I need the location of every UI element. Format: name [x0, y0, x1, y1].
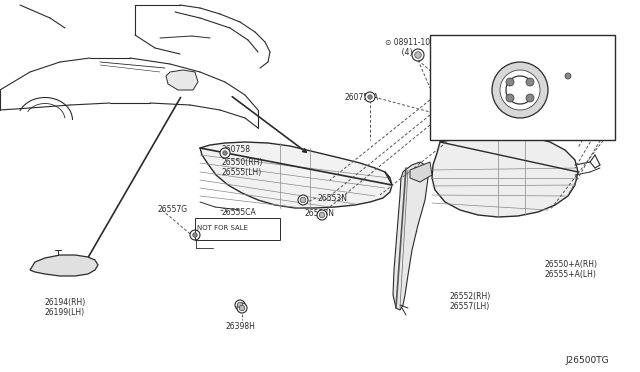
Circle shape [444, 84, 456, 96]
Circle shape [565, 73, 571, 79]
Text: 26553NA: 26553NA [478, 103, 513, 112]
Circle shape [239, 305, 244, 311]
Circle shape [447, 87, 452, 93]
Circle shape [526, 78, 534, 86]
Polygon shape [30, 255, 98, 276]
Circle shape [193, 233, 197, 237]
Text: 26550(RH)
26555(LH): 26550(RH) 26555(LH) [222, 158, 264, 177]
Circle shape [492, 62, 548, 118]
Circle shape [237, 302, 243, 308]
Circle shape [526, 94, 534, 102]
Polygon shape [200, 142, 392, 208]
Polygon shape [410, 162, 432, 182]
Circle shape [298, 195, 308, 205]
FancyBboxPatch shape [430, 35, 615, 140]
Text: 26557G: 26557G [158, 205, 188, 214]
Circle shape [237, 303, 247, 313]
Circle shape [415, 52, 421, 58]
Text: 26553NB
26553NA: 26553NB 26553NA [430, 110, 465, 129]
Text: 26552(RH)
26557(LH): 26552(RH) 26557(LH) [450, 292, 492, 311]
Text: 26194(RH)
26199(LH): 26194(RH) 26199(LH) [44, 298, 86, 317]
Circle shape [300, 197, 306, 203]
Circle shape [368, 95, 372, 99]
Circle shape [220, 148, 230, 158]
Circle shape [444, 104, 456, 116]
Text: 260758A: 260758A [345, 93, 380, 102]
Circle shape [447, 107, 452, 113]
Circle shape [365, 92, 375, 102]
Polygon shape [393, 162, 428, 310]
Circle shape [412, 49, 424, 61]
Text: NOT FOR SALE: NOT FOR SALE [197, 225, 248, 231]
Text: 26550+A(RH)
26555+A(LH): 26550+A(RH) 26555+A(LH) [545, 260, 598, 279]
Text: 26553NC: 26553NC [480, 85, 515, 94]
Circle shape [317, 210, 327, 220]
Text: 26398H: 26398H [225, 322, 255, 331]
Circle shape [457, 123, 467, 133]
Circle shape [506, 94, 514, 102]
Polygon shape [432, 135, 578, 217]
Circle shape [319, 212, 324, 218]
Polygon shape [166, 70, 198, 90]
Circle shape [506, 78, 514, 86]
Text: 26553N: 26553N [318, 194, 348, 203]
Circle shape [460, 126, 464, 130]
Text: ⊙ 08911-10637
       (4): ⊙ 08911-10637 (4) [385, 38, 445, 57]
Text: 26553N: 26553N [305, 209, 335, 218]
Text: 260758: 260758 [222, 145, 251, 154]
Circle shape [500, 70, 540, 110]
Circle shape [235, 300, 245, 310]
Circle shape [223, 151, 227, 155]
Text: 26555CA: 26555CA [222, 208, 257, 217]
Circle shape [190, 230, 200, 240]
Text: J26500TG: J26500TG [565, 356, 609, 365]
